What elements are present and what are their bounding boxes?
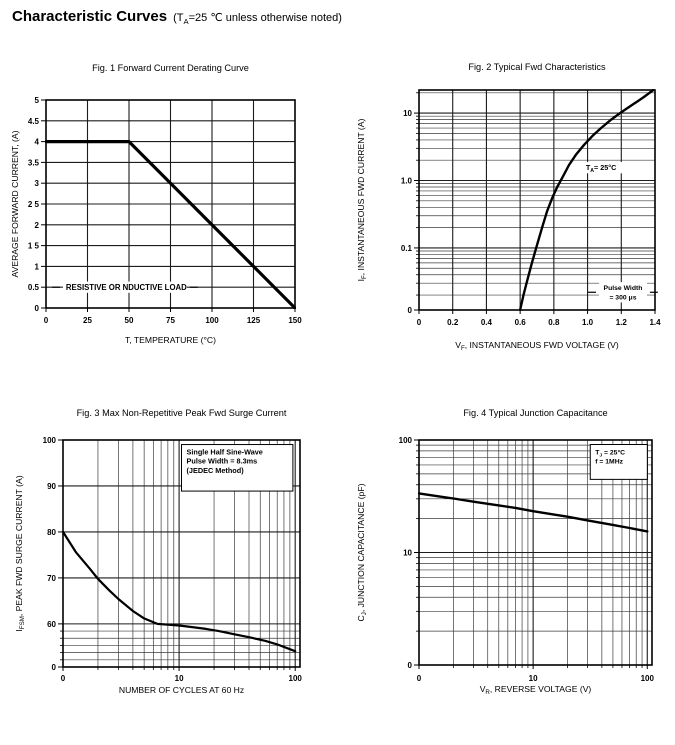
svg-text:0: 0 [408, 661, 413, 670]
svg-text:0.1: 0.1 [401, 244, 413, 253]
svg-text:0.8: 0.8 [548, 318, 560, 327]
svg-text:150: 150 [288, 316, 302, 325]
svg-text:TJ = 25°C: TJ = 25°C [595, 449, 625, 459]
svg-text:100: 100 [43, 436, 57, 445]
svg-text:0.4: 0.4 [481, 318, 493, 327]
svg-text:VF, INSTANTANEOUS FWD VOLTAGE: VF, INSTANTANEOUS FWD VOLTAGE (V) [455, 340, 619, 352]
figure-3-title: Fig. 3 Max Non-Repetitive Peak Fwd Surge… [76, 408, 287, 418]
svg-text:75: 75 [166, 316, 175, 325]
svg-text:RESISTIVE OR NDUCTIVE LOAD: RESISTIVE OR NDUCTIVE LOAD [66, 283, 187, 292]
svg-text:1: 1 [35, 262, 40, 271]
page-header: Characteristic Curves (TA=25 ℃ unless oth… [12, 8, 342, 26]
figure-3: Fig. 3 Max Non-Repetitive Peak Fwd Surge… [8, 400, 340, 705]
svg-text:VR, REVERSE VOLTAGE (V): VR, REVERSE VOLTAGE (V) [480, 684, 592, 696]
svg-text:10: 10 [529, 674, 538, 683]
svg-text:IFSM, PEAK FWD SURGE CURRENT (: IFSM, PEAK FWD SURGE CURRENT (A) [14, 475, 26, 631]
svg-text:IF, INSTANTANEOUS FWD CURRENT: IF, INSTANTANEOUS FWD CURRENT (A) [356, 118, 368, 281]
svg-text:50: 50 [125, 316, 134, 325]
svg-text:0: 0 [417, 318, 422, 327]
svg-text:10: 10 [175, 674, 184, 683]
figure-3-chart: Single Half Sine-Wave Pulse Width = 8.3ms… [8, 400, 340, 705]
svg-text:0: 0 [52, 663, 57, 672]
svg-text:1.4: 1.4 [649, 318, 661, 327]
svg-text:0: 0 [61, 674, 66, 683]
svg-text:10: 10 [403, 109, 412, 118]
svg-text:60: 60 [47, 620, 56, 629]
svg-text:1.0: 1.0 [582, 318, 594, 327]
svg-text:CJ, JUNCTION CAPACITANCE (pF): CJ, JUNCTION CAPACITANCE (pF) [356, 483, 368, 621]
svg-text:0: 0 [417, 674, 422, 683]
svg-text:80: 80 [47, 528, 56, 537]
svg-text:100: 100 [289, 674, 303, 683]
figure-2-title: Fig. 2 Typical Fwd Characteristics [468, 62, 606, 72]
figure-1: Fig. 1 Forward Current Derating Curve RE… [8, 52, 330, 360]
svg-text:100: 100 [205, 316, 219, 325]
svg-text:5: 5 [35, 96, 40, 105]
figure-4-chart: TJ = 25°C f = 1MHz 0 10 100 100 10 0 VR, REVERSE… [350, 400, 672, 705]
page-title: Characteristic Curves [12, 8, 168, 25]
svg-text:Pulse Width: Pulse Width [604, 285, 643, 292]
svg-text:100: 100 [399, 436, 413, 445]
svg-text:100: 100 [641, 674, 655, 683]
svg-text:125: 125 [247, 316, 261, 325]
svg-text:0: 0 [408, 306, 413, 315]
svg-text:1.2: 1.2 [616, 318, 628, 327]
svg-text:1.0: 1.0 [401, 177, 413, 186]
svg-text:1 5: 1 5 [28, 242, 40, 251]
svg-text:90: 90 [47, 482, 56, 491]
page-note: (TA=25 ℃ unless otherwise noted) [173, 12, 342, 27]
svg-text:4.5: 4.5 [28, 117, 40, 126]
svg-text:2 5: 2 5 [28, 200, 40, 209]
svg-text:3.5: 3.5 [28, 158, 40, 167]
figure-1-title: Fig. 1 Forward Current Derating Curve [92, 63, 249, 73]
svg-text:0: 0 [35, 304, 40, 313]
svg-text:3: 3 [35, 179, 40, 188]
svg-text:TA= 25°C: TA= 25°C [586, 163, 616, 174]
svg-text:0: 0 [44, 316, 49, 325]
svg-text:0.6: 0.6 [515, 318, 527, 327]
svg-text:4: 4 [35, 138, 40, 147]
svg-text:T, TEMPERATURE (°C): T, TEMPERATURE (°C) [125, 335, 216, 345]
svg-text:f = 1MHz: f = 1MHz [595, 459, 623, 466]
svg-text:10: 10 [403, 549, 412, 558]
figure-2: Fig. 2 Typical Fwd Characteristics TA= 2… [350, 52, 672, 364]
figure-2-chart: TA= 25°C Pulse Width = 300 μs 0 0.2 0.4 0.6 0.8… [350, 52, 672, 364]
svg-text:0.2: 0.2 [447, 318, 459, 327]
svg-text:Pulse Width = 8.3ms: Pulse Width = 8.3ms [187, 457, 258, 466]
svg-text:(JEDEC Method): (JEDEC Method) [187, 466, 245, 475]
svg-text:25: 25 [83, 316, 92, 325]
figure-1-chart: RESISTIVE OR NDUCTIVE LOAD 0 25 50 75 100 125 1… [8, 52, 330, 360]
figure-4: Fig. 4 Typical Junction Capacitance TJ =… [350, 400, 672, 705]
svg-text:= 300 μs: = 300 μs [609, 294, 636, 301]
svg-text:AVERAGE FORWARD CURRENT, (A): AVERAGE FORWARD CURRENT, (A) [10, 130, 20, 277]
svg-text:70: 70 [47, 574, 56, 583]
svg-text:NUMBER OF CYCLES AT 60 Hz: NUMBER OF CYCLES AT 60 Hz [119, 685, 244, 695]
svg-text:0.5: 0.5 [28, 283, 40, 292]
svg-text:2: 2 [35, 221, 40, 230]
figure-4-title: Fig. 4 Typical Junction Capacitance [463, 408, 608, 418]
svg-text:Single Half Sine-Wave: Single Half Sine-Wave [187, 448, 263, 457]
